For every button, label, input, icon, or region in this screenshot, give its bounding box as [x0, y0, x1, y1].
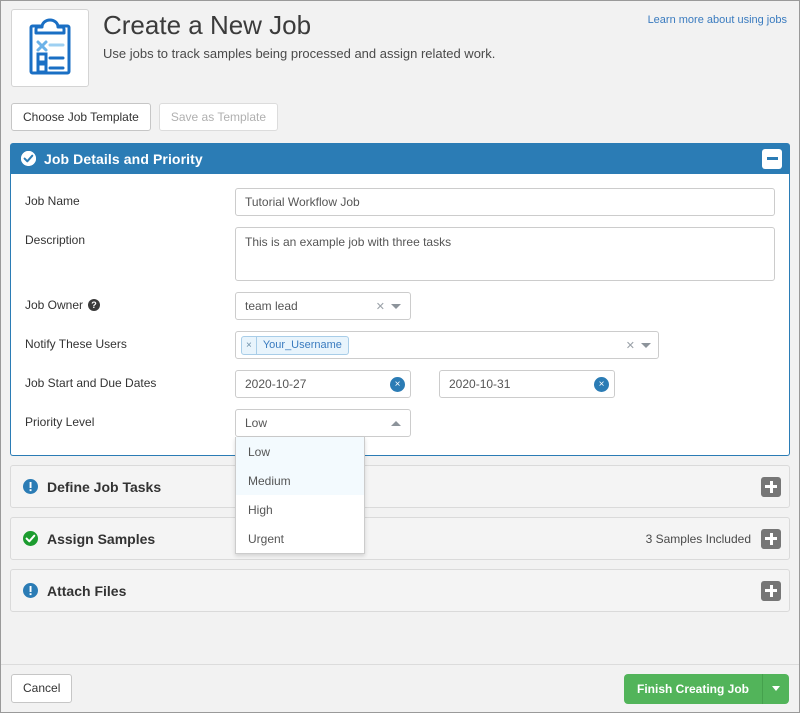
section-meta: 3 Samples Included	[645, 531, 751, 546]
section-define-job-tasks[interactable]: Define Job Tasks	[10, 465, 790, 509]
expand-section-button[interactable]	[761, 580, 781, 601]
description-row: Description This is an example job with …	[25, 227, 775, 282]
notify-users-row: Notify These Users × Your_Username ✕	[25, 331, 775, 360]
expand-section-button[interactable]	[761, 528, 781, 549]
job-details-panel-title: Job Details and Priority	[44, 150, 203, 167]
info-circle-icon	[23, 583, 38, 599]
page-subtitle: Use jobs to track samples being processe…	[103, 45, 496, 61]
dates-label: Job Start and Due Dates	[25, 376, 157, 391]
priority-option-high[interactable]: High	[236, 495, 364, 525]
help-icon[interactable]: ?	[88, 299, 101, 312]
priority-value: Low	[245, 416, 268, 431]
job-owner-row: Job Owner ? team lead ✕	[25, 292, 775, 321]
chevron-up-icon[interactable]	[391, 420, 401, 426]
due-date-value: 2020-10-31	[449, 377, 511, 392]
job-owner-value: team lead	[245, 299, 298, 314]
panels-container: Job Details and Priority Job Name Tutori…	[1, 143, 799, 613]
description-textarea[interactable]: This is an example job with three tasks	[235, 227, 775, 282]
clear-notify-users-icon[interactable]: ✕	[625, 339, 635, 352]
notify-chevron-down-icon[interactable]	[641, 342, 651, 348]
job-owner-label-text: Job Owner	[25, 298, 84, 313]
priority-option-low[interactable]: Low	[236, 437, 364, 467]
priority-option-urgent[interactable]: Urgent	[236, 524, 364, 554]
collapse-panel-button[interactable]	[762, 148, 782, 169]
learn-more-link[interactable]: Learn more about using jobs	[647, 14, 787, 26]
finish-dropdown-toggle[interactable]	[763, 674, 789, 704]
clear-due-date-icon[interactable]: ×	[594, 376, 609, 392]
clear-start-date-icon[interactable]: ×	[390, 376, 405, 392]
notify-users-multiselect[interactable]: × Your_Username ✕	[235, 331, 659, 360]
due-date-input[interactable]: 2020-10-31 ×	[439, 370, 615, 399]
cancel-button[interactable]: Cancel	[11, 674, 73, 703]
remove-user-tag-icon[interactable]: ×	[242, 336, 257, 354]
priority-select[interactable]: Low	[235, 409, 411, 438]
dates-row: Job Start and Due Dates 2020-10-27 × 202…	[25, 370, 775, 399]
job-name-row: Job Name Tutorial Workflow Job	[25, 188, 775, 217]
page-title: Create a New Job	[103, 10, 312, 40]
clear-job-owner-icon[interactable]: ✕	[375, 300, 385, 313]
caret-down-icon	[772, 686, 780, 691]
check-circle-icon	[23, 531, 38, 547]
collapsed-sections: Define Job Tasks Assign Samples 3 Samples …	[10, 465, 790, 613]
chevron-down-icon[interactable]	[391, 303, 401, 309]
priority-row: Priority Level Low Low Medium High Urgent	[25, 409, 775, 555]
save-as-template-button: Save as Template	[158, 103, 279, 132]
section-title: Define Job Tasks	[47, 478, 162, 495]
user-tag-label: Your_Username	[262, 339, 342, 352]
clipboard-checklist-icon	[25, 18, 75, 79]
priority-option-medium[interactable]: Medium	[236, 466, 364, 496]
start-date-value: 2020-10-27	[245, 377, 307, 392]
job-owner-label: Job Owner ?	[25, 292, 235, 312]
job-details-panel: Job Details and Priority Job Name Tutori…	[10, 143, 790, 555]
finish-creating-job-label: Finish Creating Job	[624, 673, 763, 704]
footer-bar: Cancel Finish Creating Job	[1, 664, 799, 712]
user-tag[interactable]: × Your_Username	[241, 335, 349, 355]
notify-users-label: Notify These Users	[25, 337, 127, 352]
job-name-label: Job Name	[25, 194, 80, 209]
description-label: Description	[25, 233, 86, 248]
page-header: Learn more about using jobs	[1, 1, 799, 99]
section-title: Attach Files	[47, 582, 127, 599]
priority-dropdown-menu[interactable]: Low Medium High Urgent	[235, 437, 365, 555]
priority-label: Priority Level	[25, 415, 95, 430]
section-assign-samples[interactable]: Assign Samples 3 Samples Included	[10, 517, 790, 561]
job-details-panel-body-wrap: Job Name Tutorial Workflow Job Descripti…	[10, 174, 790, 555]
job-owner-select[interactable]: team lead ✕	[235, 292, 411, 321]
job-details-panel-header[interactable]: Job Details and Priority	[10, 143, 790, 175]
expand-section-button[interactable]	[761, 476, 781, 497]
section-attach-files[interactable]: Attach Files	[10, 569, 790, 613]
clipboard-checklist-icon-tile	[11, 9, 89, 87]
check-circle-icon	[21, 151, 36, 167]
choose-job-template-button[interactable]: Choose Job Template	[11, 103, 151, 132]
template-toolbar: Choose Job Template Save as Template	[1, 99, 799, 143]
minus-icon	[766, 157, 778, 161]
finish-creating-job-button[interactable]: Finish Creating Job	[623, 673, 789, 704]
start-date-input[interactable]: 2020-10-27 ×	[235, 370, 411, 399]
job-name-input[interactable]: Tutorial Workflow Job	[235, 188, 775, 217]
info-circle-icon	[23, 479, 38, 495]
section-title: Assign Samples	[47, 530, 156, 547]
